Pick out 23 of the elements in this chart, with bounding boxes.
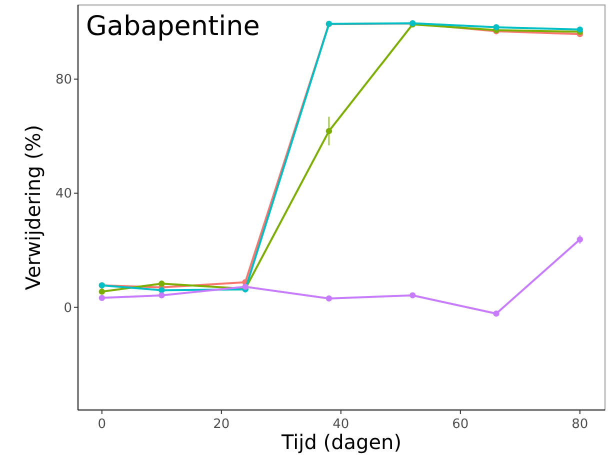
x-tick-label: 60 [452, 417, 469, 432]
point [98, 294, 105, 301]
y-tick-label: 0 [64, 300, 72, 316]
x-tick-label: 80 [572, 417, 588, 432]
point [576, 236, 583, 243]
y-axis-title: Verwijdering (%) [21, 124, 45, 290]
point [326, 295, 332, 302]
x-tick-label: 40 [332, 417, 350, 432]
x-axis-title: Tijd (dagen) [280, 430, 402, 454]
point [410, 292, 416, 298]
point [326, 128, 332, 134]
point [493, 310, 500, 317]
point [158, 280, 165, 287]
chart-title: Gabapentine [86, 11, 260, 42]
x-tick-label: 0 [98, 417, 106, 432]
point [158, 287, 165, 294]
y-tick-label: 80 [55, 72, 72, 88]
x-tick-label: 20 [213, 417, 230, 432]
y-tick-label: 40 [55, 186, 72, 202]
point [493, 24, 500, 30]
point [576, 26, 583, 33]
point [158, 292, 165, 298]
point [98, 288, 105, 295]
